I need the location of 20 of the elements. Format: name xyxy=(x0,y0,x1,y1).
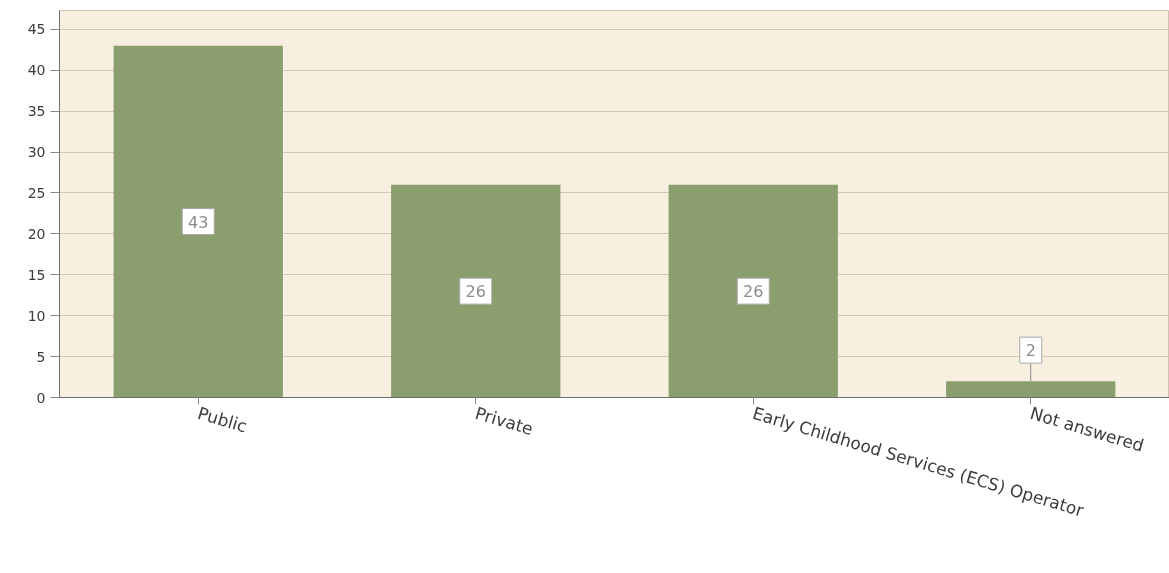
y-tick-label: 15 xyxy=(27,266,46,283)
y-tick-label: 40 xyxy=(27,62,46,79)
bar xyxy=(946,381,1116,398)
bar xyxy=(391,184,561,398)
data-label: 43 xyxy=(188,212,209,232)
y-tick-label: 45 xyxy=(27,21,46,38)
y-tick-label: 35 xyxy=(27,103,46,120)
y-tick-label: 5 xyxy=(36,348,46,365)
data-label: 26 xyxy=(465,282,486,302)
y-tick-label: 0 xyxy=(36,389,46,406)
y-tick-label: 10 xyxy=(27,307,46,324)
data-label: 2 xyxy=(1025,341,1036,361)
y-tick-label: 30 xyxy=(27,144,46,161)
bar xyxy=(668,184,838,398)
x-tick-label: Private xyxy=(472,402,536,440)
data-label: 26 xyxy=(743,282,764,302)
y-tick-label: 25 xyxy=(27,184,46,201)
y-tick-label: 20 xyxy=(27,225,46,242)
x-tick-label: Public xyxy=(195,402,250,437)
bar xyxy=(113,45,283,398)
